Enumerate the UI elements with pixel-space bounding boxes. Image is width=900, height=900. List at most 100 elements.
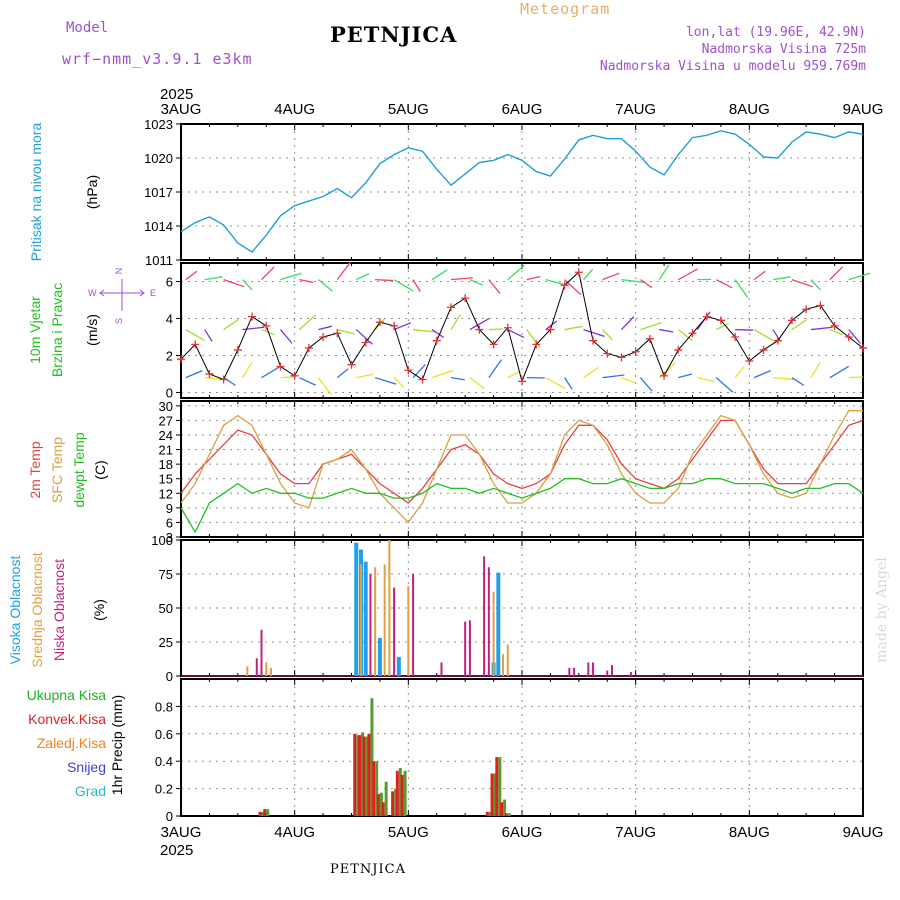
precip-legend-1: Konvek.Kisa — [28, 711, 106, 727]
wind-barb — [678, 373, 692, 379]
cloud-bar-low — [573, 667, 576, 676]
precip-bar-conv — [372, 761, 376, 816]
wind-barb — [564, 377, 573, 390]
wind-barb — [753, 329, 774, 342]
wind-barb — [450, 277, 473, 281]
wind-speed-marker — [716, 316, 725, 325]
precip-bar-total — [498, 757, 502, 816]
clouds-frame — [180, 539, 864, 677]
wind-speed-marker — [432, 336, 441, 345]
wind-barb — [810, 279, 821, 291]
pressure-ylabel: Pritisak na nivou mora — [28, 123, 44, 262]
precip-bar-conv — [500, 802, 504, 816]
wind-speed-marker — [233, 345, 242, 354]
top-date-label: 7AUG — [615, 101, 656, 118]
cloud-bar-low — [260, 629, 263, 676]
wind-speed-marker — [290, 371, 299, 380]
cloud-bar-mid — [374, 567, 377, 676]
cloud-bar-high — [377, 637, 382, 676]
wind-barb — [355, 329, 374, 345]
wind-barb — [223, 377, 236, 386]
precip-legend-2: Zaledj.Kisa — [37, 735, 106, 751]
wind-speed-marker — [688, 329, 697, 338]
wind-barb — [337, 328, 355, 335]
wind-barb — [469, 279, 484, 286]
wind-speed-marker — [759, 345, 768, 354]
pressure-ytick-label: 1020 — [144, 151, 173, 166]
wind-barb — [431, 329, 444, 338]
compass-rose — [99, 279, 145, 311]
cloud-bar-high — [354, 542, 359, 676]
cloud-bar-high — [363, 561, 368, 676]
wind-barb — [469, 318, 490, 331]
compass-west: W — [88, 288, 97, 298]
wind-barb — [450, 377, 465, 381]
cloud-bar-low — [568, 667, 571, 676]
wind-barb — [204, 276, 223, 281]
wind-speed-marker — [603, 349, 612, 358]
wind-speed-marker — [375, 318, 384, 327]
wind-barb — [734, 366, 745, 379]
cloud-bar-mid — [492, 591, 495, 676]
wind-barb — [564, 279, 582, 296]
wind-barb — [318, 325, 333, 331]
wind-barb — [355, 273, 370, 281]
wind-speed-marker — [731, 332, 740, 341]
wind-speed-marker — [347, 360, 356, 369]
cloud-bar-low — [592, 662, 595, 676]
wind-speed-marker — [773, 336, 782, 345]
wind-speed-marker — [248, 312, 257, 321]
wind-barb — [734, 279, 749, 299]
wind-barb — [280, 272, 302, 281]
wind-barb — [545, 320, 558, 331]
wind-speed-marker — [461, 294, 470, 303]
wind-barb — [185, 329, 206, 342]
wind-barb — [431, 269, 448, 281]
wind-speed-marker — [844, 332, 853, 341]
wind-barb — [242, 361, 253, 378]
cloud-bar-low — [629, 671, 632, 676]
cloud-bar-low — [412, 574, 415, 676]
precip-bar-conv — [362, 736, 366, 816]
wind-barb — [507, 370, 521, 379]
wind-barb — [829, 365, 850, 379]
wind-speed-marker — [418, 375, 427, 384]
cloud-bar-high — [496, 572, 501, 676]
wind-barb — [393, 322, 412, 331]
precip-bar-conv — [490, 773, 494, 816]
wind-barb — [279, 329, 293, 344]
wind-barb — [469, 377, 485, 390]
wind-barb — [791, 318, 808, 331]
wind-barb — [848, 376, 863, 379]
cloud-bar-mid — [269, 667, 272, 676]
wind-speed-marker — [631, 347, 640, 356]
temp-line-0 — [180, 419, 864, 504]
cloud-bar-high — [396, 656, 401, 676]
wind-barb — [753, 370, 771, 379]
precip-ytick-label: 0.4 — [155, 754, 173, 769]
wind-speed-marker — [304, 344, 313, 353]
model-value: wrf−nmm_v3.9.1 e3km — [62, 50, 253, 68]
temp-ylabel-sfc: SFC Temp — [49, 437, 65, 503]
model-label: Model — [66, 20, 109, 36]
wind-speed-marker — [546, 325, 555, 334]
wind-barb — [602, 374, 625, 379]
precip-ytick-label: 0.8 — [155, 699, 173, 714]
wind-speed-marker — [702, 312, 711, 321]
wind-speed-marker — [787, 316, 796, 325]
temperature-ytick-label: 18 — [159, 457, 173, 472]
wind-barb — [299, 377, 316, 386]
clouds-ytick-label: 25 — [159, 635, 173, 650]
cloud-bar-low — [464, 621, 467, 676]
cloud-bar-mid — [265, 662, 268, 676]
precip-bar-total — [394, 788, 398, 816]
wind-barb — [185, 270, 198, 281]
bottom-date-label: 5AUG — [388, 824, 429, 841]
cloud-bar-mid — [502, 654, 505, 676]
wind-speed-marker — [503, 323, 512, 332]
precip-bar-conv — [391, 791, 395, 816]
precip-bar-total — [398, 768, 402, 816]
temperature-ytick-label: 6 — [166, 515, 173, 530]
wind-speed-marker — [674, 345, 683, 354]
temp-line-2 — [180, 478, 864, 534]
